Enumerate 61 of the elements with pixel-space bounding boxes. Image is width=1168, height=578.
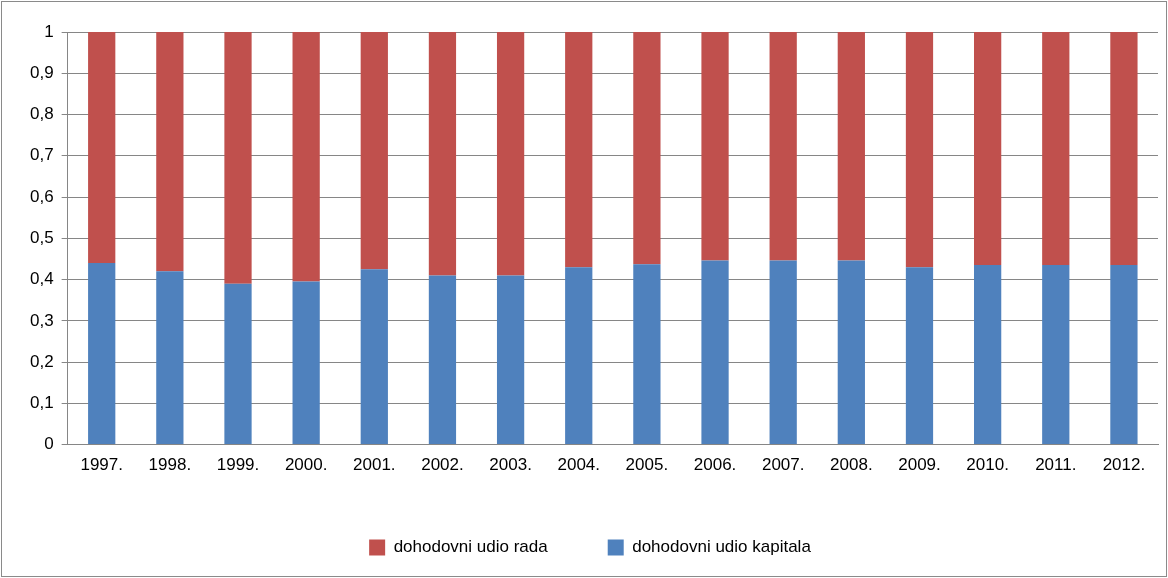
x-tick-label: 2000. <box>284 455 328 475</box>
bar <box>1110 265 1138 445</box>
y-tick-label: 1 <box>44 21 54 41</box>
legend-label: dohodovni udio rada <box>393 537 549 557</box>
bar <box>633 264 661 445</box>
bar <box>633 32 661 265</box>
bar <box>292 32 320 282</box>
bar <box>88 263 116 445</box>
bar <box>837 260 865 445</box>
bar <box>905 32 934 268</box>
bar <box>1042 32 1070 266</box>
y-tick-label: 0,8 <box>29 104 54 124</box>
bar <box>88 32 116 264</box>
y-tick-label: 0 <box>44 434 54 454</box>
y-tick-label: 0,5 <box>29 227 54 247</box>
bar <box>974 265 1002 445</box>
x-tick-label: 1999. <box>216 455 260 475</box>
bar <box>565 32 593 268</box>
x-tick-label: 2006. <box>693 455 737 475</box>
x-tick-label: 2011. <box>1035 455 1077 475</box>
bar <box>428 32 457 276</box>
y-tick-label: 0,3 <box>29 310 54 330</box>
y-tick-label: 0,2 <box>29 351 54 371</box>
bar <box>565 267 593 445</box>
bar <box>905 267 934 445</box>
bar <box>496 32 525 276</box>
x-tick-label: 2008. <box>830 455 873 475</box>
bar <box>360 32 388 270</box>
bar <box>292 281 320 445</box>
y-tick-label: 0,6 <box>29 186 54 206</box>
x-tick-label: 2001. <box>353 455 396 475</box>
bar <box>701 260 729 445</box>
x-tick-label: 2007. <box>761 455 805 475</box>
y-tick-label: 0,1 <box>29 393 54 413</box>
x-tick-label: 2009. <box>898 455 941 475</box>
bar <box>1042 265 1070 445</box>
y-tick-label: 0,7 <box>29 145 54 165</box>
bar <box>156 32 184 272</box>
y-tick-label: 0,9 <box>29 62 54 82</box>
bar <box>974 32 1002 266</box>
bar <box>360 269 388 445</box>
bar <box>701 32 729 261</box>
y-tick-label: 0,4 <box>29 269 54 289</box>
bar <box>769 260 797 445</box>
bar <box>837 32 865 261</box>
x-tick-label: 2010. <box>966 455 1009 475</box>
bar <box>156 271 184 445</box>
bar <box>224 32 252 284</box>
bar <box>769 32 797 261</box>
x-tick-label: 1997. <box>80 455 123 475</box>
legend-label: dohodovni udio kapitala <box>632 537 812 557</box>
x-tick-label: 2003. <box>489 455 532 475</box>
bar <box>224 283 252 445</box>
x-tick-label: 2004. <box>557 455 601 475</box>
bar <box>1110 32 1138 266</box>
x-tick-label: 2005. <box>625 455 669 475</box>
x-tick-label: 2002. <box>421 455 464 475</box>
x-tick-label: 1998. <box>148 455 192 475</box>
x-tick-label: 2012. <box>1102 455 1146 475</box>
bar <box>428 275 457 445</box>
bar <box>496 275 525 445</box>
